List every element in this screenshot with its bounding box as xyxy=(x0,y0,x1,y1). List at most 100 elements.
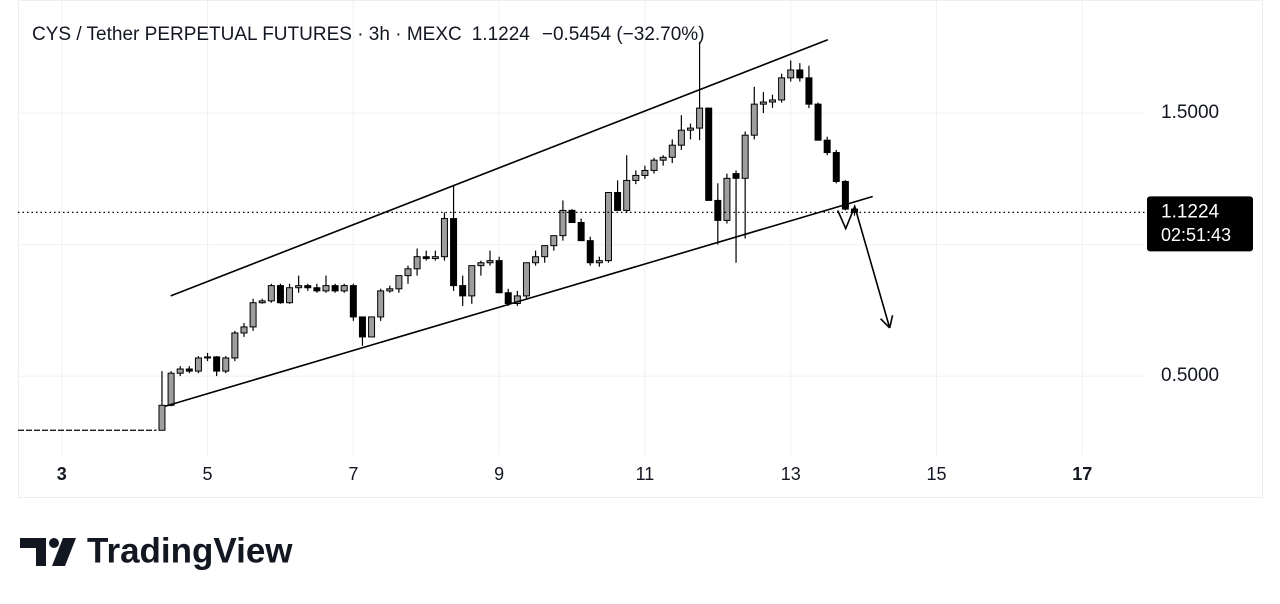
candle-body xyxy=(632,174,640,181)
last-price: 1.1224 xyxy=(472,24,531,45)
candle-body xyxy=(823,139,831,154)
logo-shape xyxy=(52,538,76,566)
candle-body xyxy=(686,127,694,131)
candle-body xyxy=(796,69,804,79)
candle-body xyxy=(750,103,758,136)
x-tick-label: 7 xyxy=(348,464,358,484)
candle-body xyxy=(732,173,740,179)
candle-body xyxy=(358,316,366,338)
candle-body xyxy=(395,275,403,290)
candle-body xyxy=(258,300,266,304)
candle-body xyxy=(468,265,476,297)
candle-body xyxy=(222,357,230,372)
candle-body xyxy=(431,256,439,260)
candle-body xyxy=(614,192,622,211)
candle-body xyxy=(577,222,585,242)
candle-body xyxy=(459,285,467,297)
arrow-head xyxy=(879,318,891,329)
candle-body xyxy=(841,180,849,210)
candle-body xyxy=(559,209,567,237)
trend-line xyxy=(164,195,873,408)
candle-body xyxy=(550,235,558,247)
candle-body xyxy=(477,262,485,267)
candle-body xyxy=(440,218,448,258)
candle-body xyxy=(276,285,284,304)
candle-body xyxy=(668,144,676,158)
candle-body xyxy=(240,326,248,334)
y-tick-label: 0.5000 xyxy=(1161,365,1219,386)
candle-body xyxy=(386,288,394,292)
chart-header: CYS / Tether PERPETUAL FUTURES · 3h · ME… xyxy=(32,24,705,45)
x-tick-label: 11 xyxy=(636,464,655,484)
candle-body xyxy=(723,177,731,221)
candle-body xyxy=(167,372,175,406)
candle-body xyxy=(522,262,530,297)
candle-body xyxy=(450,218,458,287)
candle-body xyxy=(340,285,348,292)
candle-body xyxy=(595,260,603,264)
candle-body xyxy=(741,134,749,179)
candle-body xyxy=(267,285,275,302)
candle-body xyxy=(304,285,312,289)
candle-body xyxy=(158,404,166,431)
candle-body xyxy=(231,332,239,359)
candle-body xyxy=(486,260,494,264)
candle-body xyxy=(805,77,813,105)
plot-area: 0.5000 1.5000 3 5 7 9 11 13 15 17 xyxy=(18,0,1219,484)
x-tick-label: 5 xyxy=(203,464,213,484)
candle-body xyxy=(422,256,430,260)
chart-frame xyxy=(18,0,1263,498)
x-tick-label: 9 xyxy=(494,464,504,484)
candle-body xyxy=(778,77,786,101)
candle-body xyxy=(814,103,822,141)
x-tick-label: 13 xyxy=(781,464,801,484)
candle-body xyxy=(568,209,576,224)
candle-body xyxy=(604,192,612,262)
y-tick-label: 1.5000 xyxy=(1161,102,1219,123)
logo-shape xyxy=(20,538,46,566)
trend-line xyxy=(170,38,829,297)
brand-name: TradingView xyxy=(87,531,293,570)
candle-body xyxy=(377,290,385,318)
candle-body xyxy=(714,199,722,221)
candle-body xyxy=(295,285,303,289)
brand-logo xyxy=(20,538,76,566)
price-change: −0.5454 (−32.70%) xyxy=(542,24,705,45)
candle-body xyxy=(286,287,294,304)
candle-body xyxy=(495,260,503,294)
candle-body xyxy=(759,101,767,105)
arrow-line xyxy=(837,204,891,329)
candle-body xyxy=(322,285,330,292)
candle-body xyxy=(541,245,549,258)
candle-body xyxy=(513,295,521,305)
candle-body xyxy=(504,292,512,305)
candle-body xyxy=(832,152,840,182)
candle-body xyxy=(787,69,795,79)
candle-body xyxy=(349,285,357,318)
candle-body xyxy=(659,156,667,161)
candle-body xyxy=(641,169,649,176)
x-tick-label: 3 xyxy=(57,464,67,484)
candle-body xyxy=(204,356,212,359)
x-tick-label: 17 xyxy=(1072,464,1092,484)
arrow-head xyxy=(888,315,894,329)
candle-body xyxy=(768,99,776,103)
candle-body xyxy=(650,159,658,171)
candle-body xyxy=(249,302,257,328)
candle-body xyxy=(368,316,376,338)
candle-body xyxy=(313,287,321,292)
candle-body xyxy=(696,107,704,129)
candle-body xyxy=(185,368,193,372)
x-tick-label: 15 xyxy=(926,464,946,484)
candle-body xyxy=(532,256,540,264)
candle-body xyxy=(623,179,631,211)
candle-body xyxy=(331,285,339,292)
candle-body xyxy=(176,368,184,374)
candle-body xyxy=(586,240,594,264)
price-tag-value: 1.1224 xyxy=(1161,201,1220,222)
candle-body xyxy=(213,356,221,372)
candle-body xyxy=(677,129,685,146)
candle-body xyxy=(404,268,412,277)
